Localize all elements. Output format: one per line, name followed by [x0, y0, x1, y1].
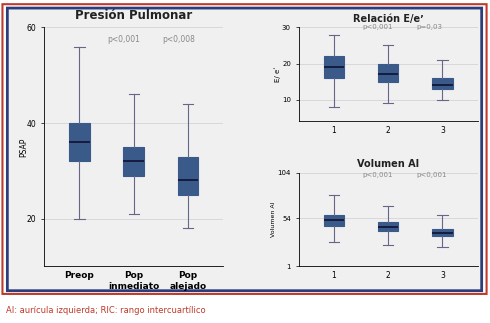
Title: Presión Pulmonar: Presión Pulmonar — [75, 9, 192, 22]
Title: Relación E/eʼ: Relación E/eʼ — [353, 14, 423, 24]
PathPatch shape — [378, 222, 398, 231]
PathPatch shape — [323, 214, 344, 225]
Y-axis label: PSAP: PSAP — [20, 137, 28, 157]
Y-axis label: Volumen AI: Volumen AI — [271, 202, 276, 237]
Text: p<0,008: p<0,008 — [162, 35, 195, 44]
PathPatch shape — [323, 56, 344, 78]
PathPatch shape — [123, 147, 144, 176]
Text: p<0,001: p<0,001 — [108, 35, 141, 44]
PathPatch shape — [69, 123, 90, 161]
Text: p=0,03: p=0,03 — [416, 24, 442, 30]
PathPatch shape — [178, 157, 198, 195]
Text: p<0,001: p<0,001 — [362, 24, 392, 30]
PathPatch shape — [378, 64, 398, 81]
Text: p<0,001: p<0,001 — [362, 172, 392, 178]
PathPatch shape — [432, 229, 453, 235]
Title: Volumen AI: Volumen AI — [357, 159, 419, 169]
Text: p<0,001: p<0,001 — [416, 172, 447, 178]
Text: AI: aurícula izquierda; RIC: rango intercuartílico: AI: aurícula izquierda; RIC: rango inter… — [6, 306, 205, 315]
Y-axis label: E/ eʼ: E/ eʼ — [274, 67, 281, 82]
PathPatch shape — [432, 78, 453, 89]
